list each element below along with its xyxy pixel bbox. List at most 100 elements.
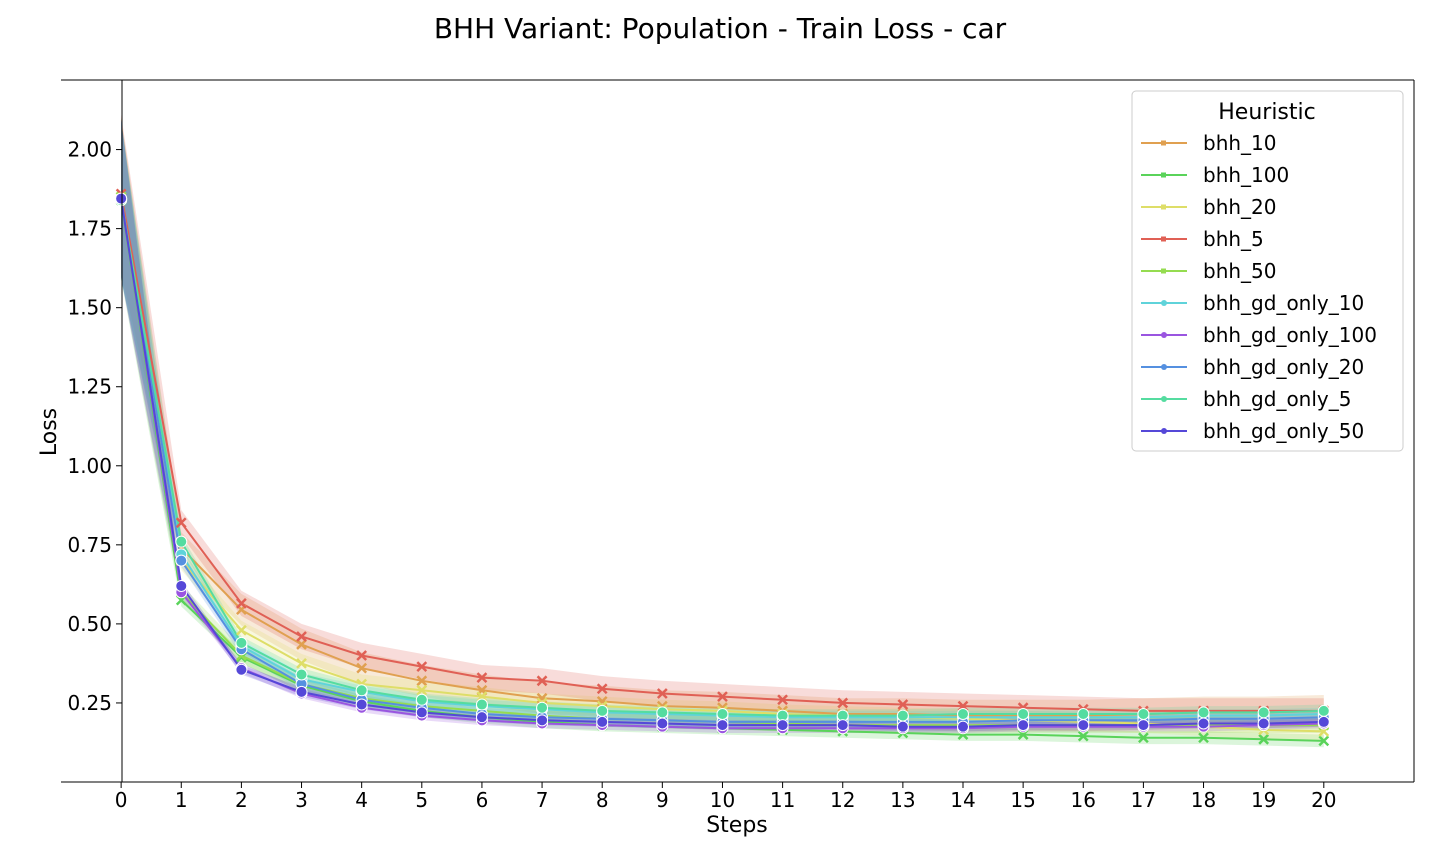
x-tick-label: 10 xyxy=(710,788,735,812)
data-point-x xyxy=(236,624,247,636)
data-point-x xyxy=(897,699,909,710)
data-point-circle xyxy=(896,709,909,722)
x-tick-label: 16 xyxy=(1071,788,1096,812)
x-tick-label: 12 xyxy=(830,788,855,812)
data-point-circle xyxy=(295,668,308,681)
x-tick-label: 5 xyxy=(415,788,428,812)
y-tick-label: 1.00 xyxy=(67,454,112,478)
data-point-circle xyxy=(896,720,909,733)
legend-swatch-marker xyxy=(1161,204,1166,210)
data-point-x-stroke xyxy=(236,597,247,609)
x-tick-label: 13 xyxy=(890,788,915,812)
data-point-circle xyxy=(957,708,969,721)
legend-item: bhh_5 xyxy=(1141,227,1264,251)
legend-label: bhh_10 xyxy=(1203,131,1277,155)
data-point-circle xyxy=(355,698,368,711)
data-point-x-stroke xyxy=(717,691,728,703)
data-point-x-stroke xyxy=(777,694,788,706)
x-tick-label: 20 xyxy=(1311,788,1336,812)
data-point-x xyxy=(777,694,788,706)
legend-swatch-marker xyxy=(1161,172,1166,178)
data-point-circle xyxy=(415,693,428,706)
legend-label: bhh_100 xyxy=(1203,163,1289,187)
data-point-x xyxy=(1138,732,1149,744)
data-point-x-stroke xyxy=(1198,732,1209,744)
data-point-x xyxy=(416,661,428,672)
data-point-circle xyxy=(1257,706,1270,719)
data-point-x-stroke xyxy=(296,631,307,642)
data-point-circle xyxy=(957,720,969,733)
legend-swatch-marker xyxy=(1161,396,1167,402)
data-point-x xyxy=(296,658,307,669)
data-point-circle xyxy=(536,714,549,727)
data-point-x xyxy=(1318,735,1330,747)
legend-item: bhh_gd_only_50 xyxy=(1141,419,1364,443)
data-point-circle xyxy=(596,704,609,717)
legend-label: bhh_gd_only_100 xyxy=(1203,323,1377,347)
y-tick-label: 1.25 xyxy=(67,375,112,399)
legend-swatch-marker xyxy=(1161,428,1167,434)
legend-item: bhh_gd_only_10 xyxy=(1141,291,1364,315)
data-point-circle xyxy=(235,636,248,649)
legend-item: bhh_100 xyxy=(1141,163,1289,187)
data-point-x-stroke xyxy=(837,697,849,709)
legend-swatch-marker xyxy=(1161,300,1167,306)
data-point-x xyxy=(416,684,428,696)
data-point-x xyxy=(717,691,728,703)
legend-label: bhh_50 xyxy=(1203,259,1277,283)
x-tick-label: 8 xyxy=(596,788,609,812)
axes xyxy=(61,79,1415,783)
data-point-x-stroke xyxy=(296,639,307,650)
legend-label: bhh_20 xyxy=(1203,195,1277,219)
data-point-circle xyxy=(175,554,188,567)
data-point-x xyxy=(356,650,368,661)
legend-label: bhh_gd_only_50 xyxy=(1203,419,1364,443)
legend-swatch-marker xyxy=(1161,364,1167,370)
y-tick-label: 0.75 xyxy=(67,533,112,557)
legend: Heuristic bhh_10 bhh_100 bhh_20 bhh_5 bhh_50… xyxy=(1131,90,1404,452)
data-point-circle xyxy=(355,684,368,697)
data-point-circle xyxy=(295,685,308,698)
data-point-circle xyxy=(716,708,729,721)
y-tick-label: 1.50 xyxy=(67,296,112,320)
x-ticks: 0 1 2 3 4 5 6 7 8 9 10 11 12 13 14 15 16 17 18 19 20 xyxy=(115,782,1337,812)
data-point-x-stroke xyxy=(296,658,307,669)
legend-item: bhh_50 xyxy=(1141,259,1277,283)
data-point-circle xyxy=(1077,719,1090,732)
data-point-circle xyxy=(1017,708,1030,721)
data-point-circle xyxy=(1137,719,1150,732)
data-point-x-stroke xyxy=(1318,735,1330,747)
y-tick-label: 0.50 xyxy=(67,612,112,636)
data-point-circle xyxy=(1197,706,1210,719)
x-tick-label: 11 xyxy=(770,788,795,812)
data-point-circle xyxy=(1017,719,1030,732)
data-point-x xyxy=(1198,732,1209,744)
data-point-circle xyxy=(115,192,128,205)
x-tick-label: 17 xyxy=(1131,788,1156,812)
data-point-x-stroke xyxy=(656,688,668,699)
data-point-x-stroke xyxy=(416,675,428,687)
data-point-circle xyxy=(1077,708,1090,721)
data-point-x-stroke xyxy=(356,662,368,674)
data-point-x-stroke xyxy=(1138,732,1149,744)
legend-item: bhh_gd_only_100 xyxy=(1141,323,1377,347)
x-tick-label: 3 xyxy=(295,788,308,812)
x-tick-label: 4 xyxy=(355,788,368,812)
x-tick-label: 9 xyxy=(656,788,669,812)
y-tick-label: 0.25 xyxy=(67,691,112,715)
series-markers xyxy=(115,188,1330,747)
data-point-x xyxy=(236,597,247,609)
x-tick-label: 14 xyxy=(950,788,975,812)
legend-swatch-marker xyxy=(1161,268,1166,274)
data-point-x xyxy=(656,688,668,699)
legend-label: bhh_gd_only_10 xyxy=(1203,291,1364,315)
legend-item: bhh_20 xyxy=(1141,195,1277,219)
chart-title: BHH Variant: Population - Train Loss - c… xyxy=(434,12,1007,45)
x-axis-label: Steps xyxy=(706,813,768,838)
data-point-circle xyxy=(1317,704,1330,717)
legend-swatch-marker xyxy=(1161,236,1166,242)
legend-swatch-marker xyxy=(1161,140,1166,146)
data-point-x-stroke xyxy=(175,517,187,529)
legend-label: bhh_5 xyxy=(1203,227,1264,251)
